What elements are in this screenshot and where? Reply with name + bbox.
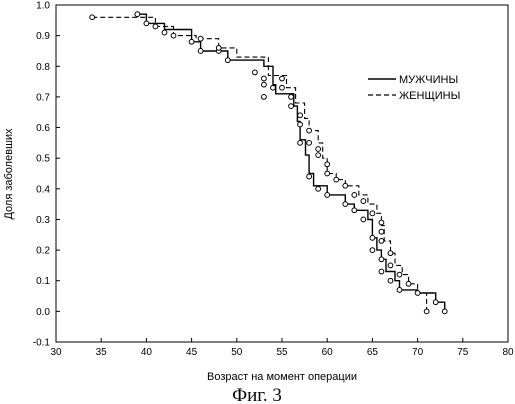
y-tick-label: 0.5 [36, 154, 50, 165]
marker-women [333, 176, 340, 183]
x-tick-label: 30 [50, 347, 62, 358]
marker-women [170, 32, 177, 39]
marker-women [197, 35, 204, 42]
series-line-men [137, 13, 446, 312]
series-layer [89, 11, 448, 315]
marker-women [396, 271, 403, 278]
marker-men [297, 121, 303, 128]
marker-women [152, 23, 159, 30]
x-axis-title: Возраст на момент операции [207, 371, 357, 383]
x-axis: 30 35 40 45 50 55 60 65 70 75 80 [50, 338, 514, 358]
marker-women [306, 139, 313, 146]
marker-women [423, 308, 430, 315]
marker-men [441, 308, 448, 315]
figure-caption: Фиг. 3 [232, 385, 282, 404]
marker-men [378, 268, 385, 275]
x-tick-label: 75 [457, 347, 469, 358]
x-tick-label: 70 [412, 347, 424, 358]
x-tick-label: 35 [96, 347, 108, 358]
marker-men [161, 29, 168, 36]
marker-women [279, 84, 285, 91]
marker-men [288, 103, 294, 109]
marker-men [315, 185, 322, 192]
marker-men [324, 192, 331, 198]
marker-women [315, 152, 322, 159]
y-tick-label: 0.7 [36, 92, 50, 103]
series-line-women [92, 16, 428, 312]
y-tick-label: 0.4 [36, 184, 50, 195]
marker-men [188, 38, 195, 45]
marker-women [279, 75, 285, 82]
marker-men [197, 48, 204, 54]
marker-women [215, 44, 222, 51]
marker-women [297, 112, 303, 119]
x-tick-label: 40 [141, 347, 153, 358]
marker-men [134, 11, 141, 18]
y-tick-label: 0.9 [36, 31, 50, 42]
marker-women [405, 280, 412, 287]
x-tick-label: 55 [276, 347, 288, 358]
marker-men [369, 234, 376, 241]
marker-women [378, 228, 385, 235]
marker-men [360, 216, 367, 223]
y-axis-title: Доля заболевших [3, 128, 15, 220]
marker-women [89, 14, 96, 21]
legend-label-men: МУЖЧИНЫ [399, 74, 458, 86]
marker-women [378, 219, 385, 226]
plot-frame [55, 4, 509, 343]
marker-women [251, 69, 258, 76]
marker-women [387, 250, 394, 257]
marker-women [315, 146, 322, 152]
marker-men [306, 173, 313, 180]
marker-women [360, 198, 367, 204]
marker-women [351, 192, 358, 198]
marker-men [351, 207, 358, 214]
marker-men [224, 57, 231, 64]
marker-men [432, 299, 439, 306]
marker-women [342, 182, 349, 189]
y-axis: -0.1 0.0 0.1 0.2 0.3 0.4 0.5 0.6 0.7 0.8 0.9 1.0 [33, 1, 60, 349]
y-tick-label: 1.0 [36, 1, 50, 12]
marker-women [387, 262, 394, 269]
marker-women [306, 127, 313, 134]
y-tick-label: 0.6 [36, 123, 50, 134]
y-tick-label: 0.1 [36, 276, 50, 287]
x-tick-label: 80 [502, 347, 514, 358]
y-tick-label: -0.1 [33, 338, 51, 349]
marker-women [414, 290, 421, 296]
marker-women [261, 94, 267, 100]
y-tick-label: 0.0 [36, 307, 50, 318]
x-tick-label: 50 [231, 347, 243, 358]
marker-men [396, 287, 403, 293]
marker-men [143, 20, 150, 27]
marker-men [378, 256, 385, 263]
marker-men [270, 84, 276, 91]
marker-women [378, 238, 385, 244]
x-tick-label: 45 [186, 347, 198, 358]
legend: МУЖЧИНЫ ЖЕНЩИНЫ [368, 74, 460, 102]
x-tick-label: 65 [367, 347, 379, 358]
y-tick-label: 0.2 [36, 246, 50, 257]
marker-women [324, 161, 331, 168]
legend-label-women: ЖЕНЩИНЫ [399, 90, 460, 102]
marker-men [342, 201, 349, 208]
y-tick-label: 0.3 [36, 215, 50, 226]
marker-women [288, 94, 294, 100]
marker-men [297, 139, 303, 146]
marker-men [261, 75, 267, 82]
marker-men [387, 277, 394, 284]
y-tick-label: 0.8 [36, 62, 50, 73]
marker-men [369, 247, 376, 253]
marker-women [324, 170, 331, 177]
x-tick-label: 60 [322, 347, 334, 358]
marker-women [369, 210, 376, 217]
marker-women [261, 81, 267, 88]
